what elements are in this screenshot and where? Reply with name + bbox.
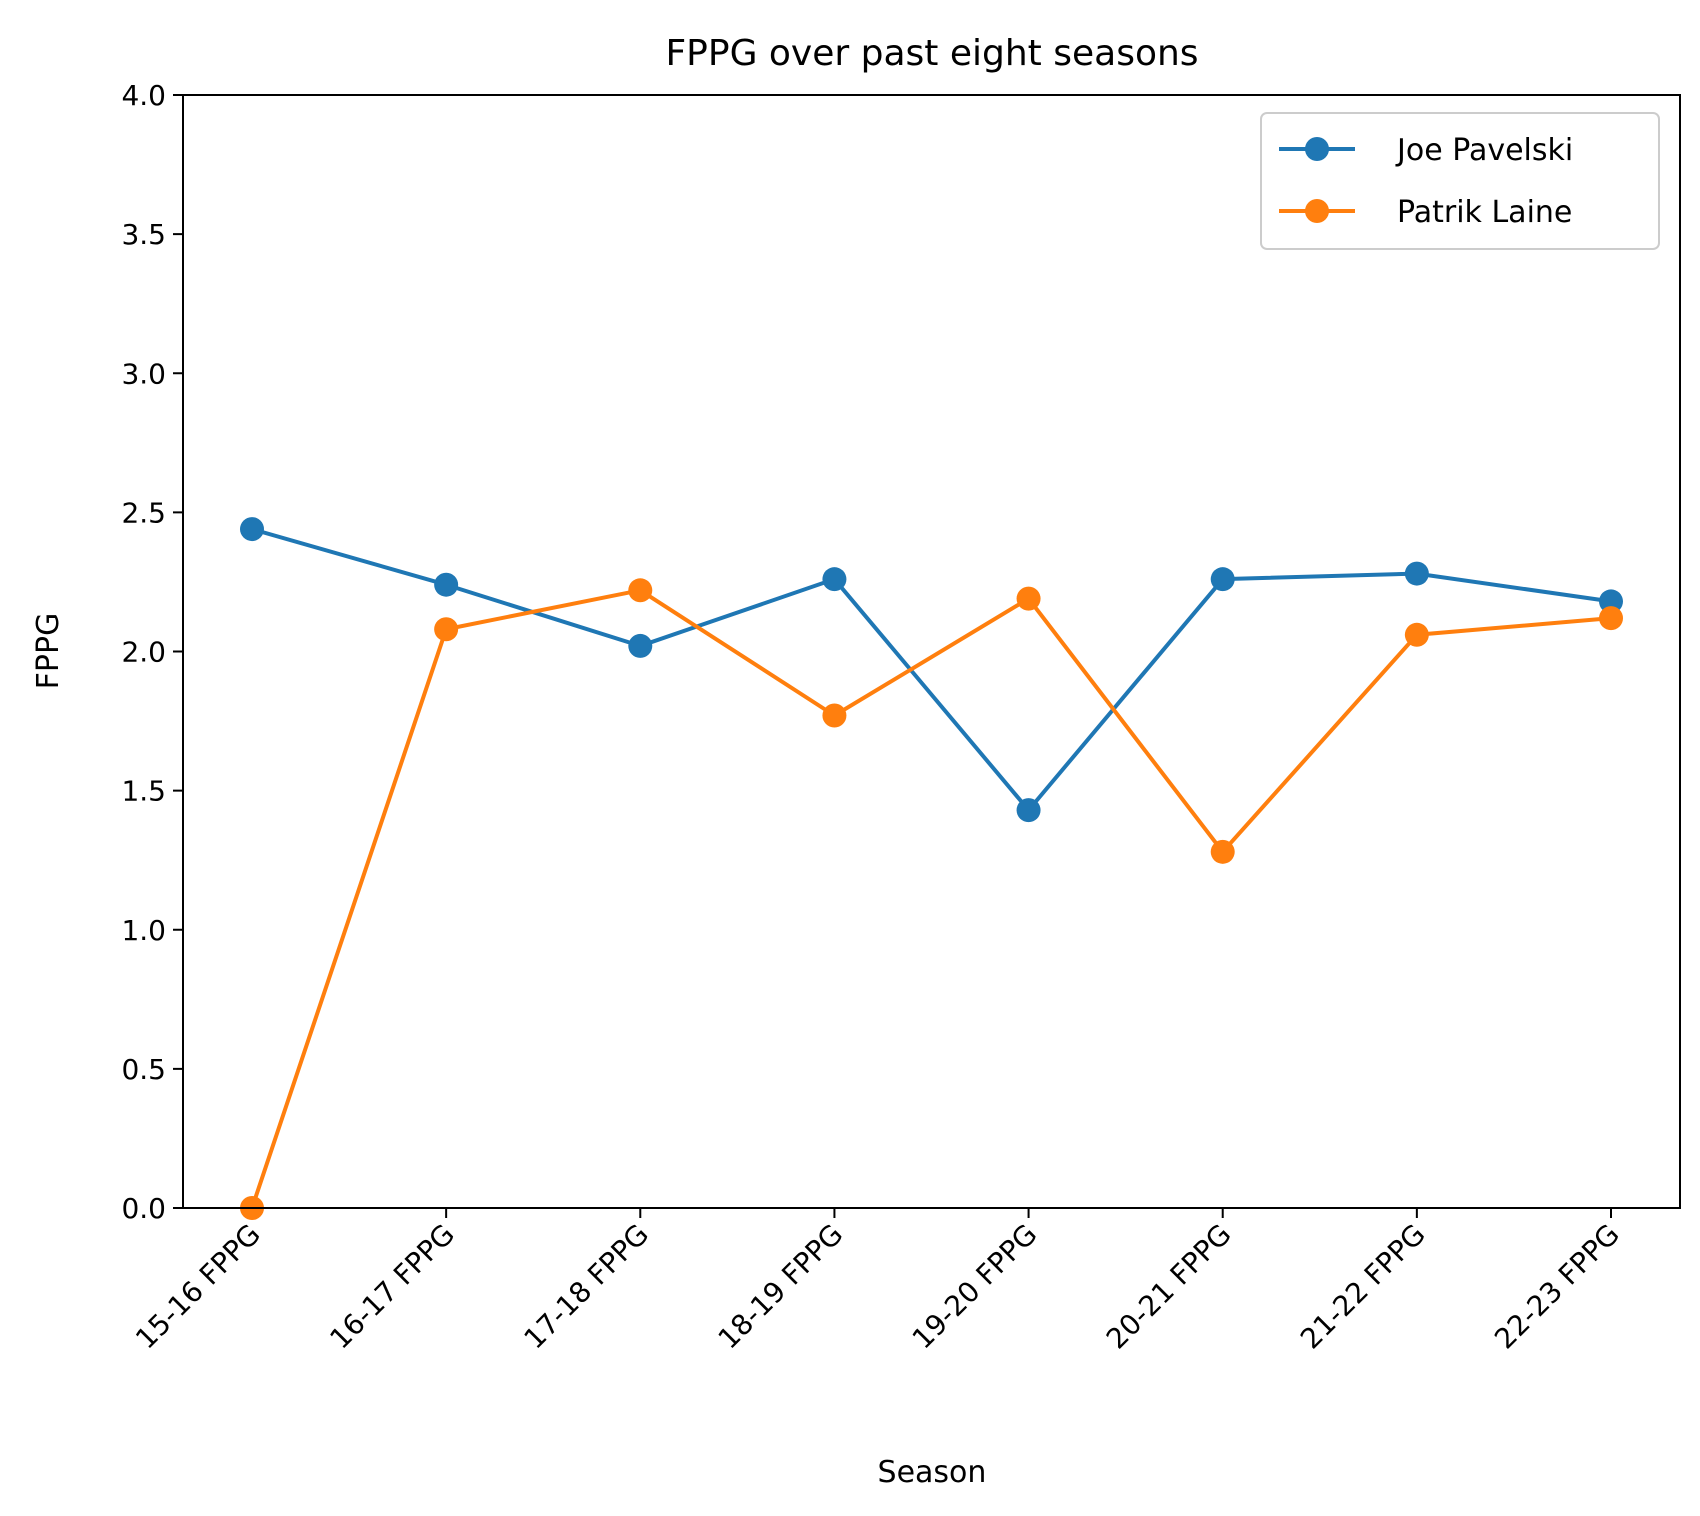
- data-point: [1210, 567, 1235, 592]
- y-tick-label: 4.0: [121, 79, 166, 112]
- series-line: [251, 527, 1612, 813]
- data-point: [1599, 589, 1623, 614]
- y-tick-label: 2.5: [121, 496, 166, 529]
- data-point: [240, 517, 264, 542]
- data-point: [1210, 839, 1235, 864]
- series-joe-pavelski: [240, 517, 1623, 823]
- data-point: [822, 703, 847, 728]
- y-tick-label: 0.5: [121, 1053, 166, 1086]
- data-point: [434, 617, 459, 642]
- data-point: [1404, 561, 1429, 586]
- data-point: [434, 572, 459, 597]
- data-point: [628, 633, 653, 658]
- y-tick-label: 0.0: [121, 1192, 166, 1225]
- series-line: [250, 588, 1612, 1209]
- legend: Joe Pavelski Patrik Laine: [1260, 112, 1660, 250]
- y-tick-label: 1.5: [121, 775, 166, 808]
- chart-title: FPPG over past eight seasons: [665, 33, 1198, 74]
- data-point: [822, 567, 847, 592]
- data-point: [628, 578, 653, 603]
- data-point: [1404, 622, 1429, 647]
- y-tick-label: 2.0: [121, 636, 166, 669]
- x-axis-label: Season: [878, 1455, 987, 1490]
- data-point: [1016, 586, 1041, 611]
- data-point: [1016, 798, 1041, 823]
- y-tick-label: 3.5: [121, 218, 166, 251]
- legend-label: Joe Pavelski: [1395, 133, 1573, 168]
- y-tick-label: 3.0: [121, 357, 166, 390]
- legend-box: [1260, 112, 1660, 250]
- y-axis-label: FPPG: [31, 613, 66, 690]
- legend-marker: [1305, 137, 1329, 161]
- series-layer: [240, 517, 1623, 1220]
- legend-marker: [1305, 199, 1329, 223]
- y-axis-ticks: 0.0 0.5 1.0 1.5 2.0 2.5 3.0 3.5 4.0: [121, 79, 183, 1225]
- y-tick-label: 1.0: [121, 914, 166, 947]
- legend-label: Patrik Laine: [1397, 195, 1572, 230]
- data-point: [1599, 606, 1623, 631]
- series-patrik-laine: [240, 578, 1623, 1220]
- plot-area-frame: [182, 94, 1681, 1209]
